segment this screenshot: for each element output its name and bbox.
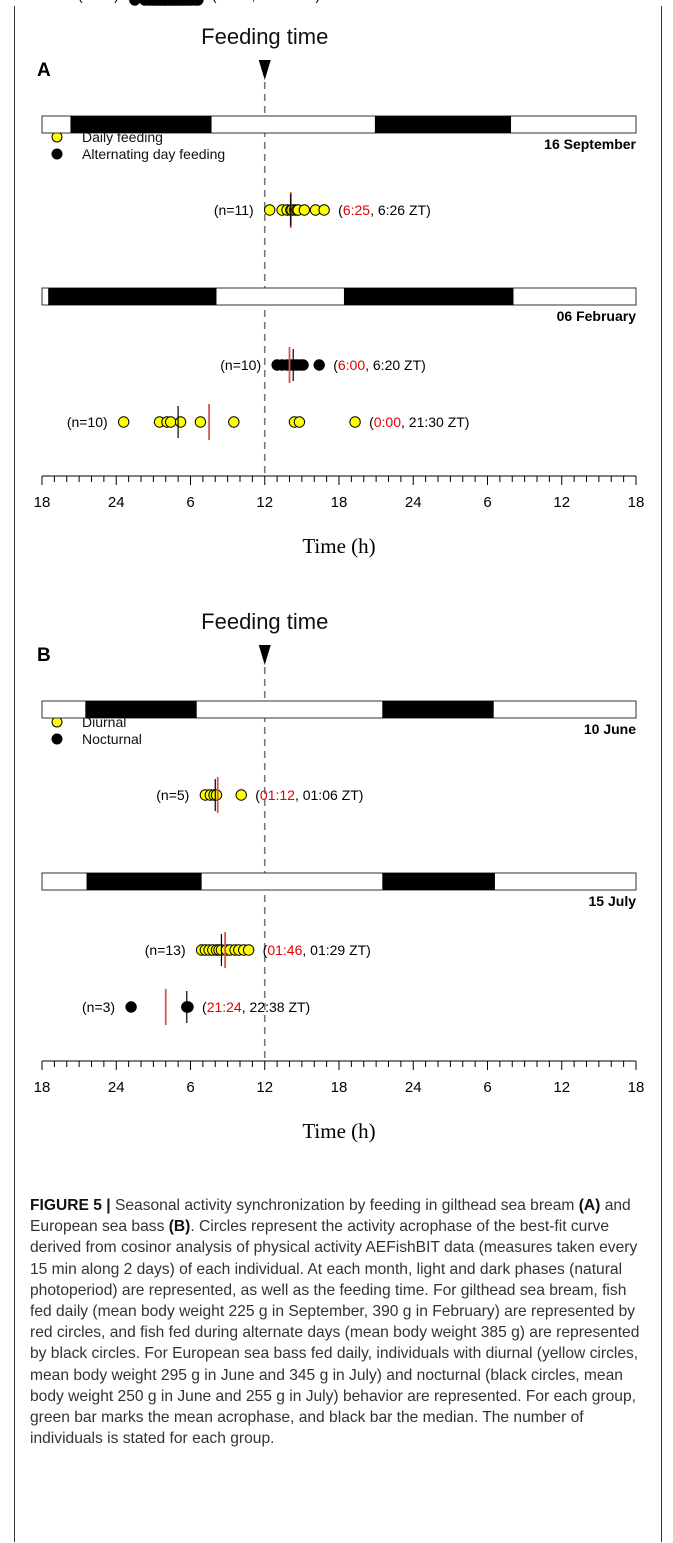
dark-phase	[85, 701, 197, 718]
acrophase-text: (0:00, 21:30 ZT)	[369, 414, 469, 430]
figure-frame	[14, 6, 662, 1542]
acrophase-point	[235, 789, 247, 801]
legend-label: Alternating day feeding	[82, 146, 225, 162]
x-tick-label: 6	[186, 494, 194, 511]
acrophase-text: (21:24, 22:38 ZT)	[202, 999, 310, 1015]
x-tick-label: 18	[628, 494, 645, 511]
acrophase-point	[117, 416, 130, 428]
x-tick-label: 24	[405, 1079, 422, 1096]
x-tick-label: 18	[628, 1079, 645, 1096]
dark-phase	[374, 116, 512, 133]
x-tick-label: 18	[34, 1079, 51, 1096]
caption-text-1: Seasonal activity synchronization by fee…	[110, 1197, 579, 1214]
caption-text-3: . Circles represent the activity acropha…	[30, 1218, 640, 1448]
x-tick-label: 6	[483, 494, 491, 511]
x-axis-label: Time (h)	[302, 1119, 375, 1143]
acrophase-point	[297, 359, 309, 371]
dark-phase	[86, 873, 202, 890]
acrophase-point	[242, 944, 255, 956]
panel-letter: A	[37, 60, 51, 81]
group-n-label: (n=5)	[156, 787, 189, 803]
acrophase-point	[182, 1001, 194, 1013]
caption-lead: FIGURE 5 |	[30, 1197, 111, 1214]
legend-marker	[51, 733, 63, 745]
acrophase-point	[264, 204, 276, 216]
caption-text-2: and European sea bass	[30, 1197, 631, 1236]
feeding-time-arrow-icon	[258, 60, 271, 80]
acrophase-point	[129, 0, 141, 6]
acrophase-point	[228, 416, 240, 428]
dark-phase	[48, 288, 217, 305]
group-n-label: (n=26)	[78, 0, 119, 3]
feeding-time-arrow-icon	[258, 645, 271, 665]
legend-marker	[51, 148, 63, 160]
acrophase-text: (01:12, 01:06 ZT)	[255, 787, 363, 803]
acrophase-point	[125, 1001, 137, 1013]
x-tick-label: 24	[405, 494, 422, 511]
group-n-label: (n=13)	[145, 942, 186, 958]
acrophase-text: (6:00, 6:20 ZT)	[333, 357, 426, 373]
group-n-label: (n=10)	[220, 357, 261, 373]
acrophase-text: (01:46, 01:29 ZT)	[263, 942, 371, 958]
x-tick-label: 12	[553, 1079, 570, 1096]
dark-phase	[70, 116, 212, 133]
x-tick-label: 6	[483, 1079, 491, 1096]
x-tick-label: 12	[256, 1079, 273, 1096]
x-tick-label: 6	[186, 1079, 194, 1096]
group-n-label: (n=11)	[214, 202, 254, 218]
caption-panel-b: (B)	[168, 1218, 191, 1236]
figure-caption: FIGURE 5 | Seasonal activity synchroniza…	[30, 1195, 645, 1449]
acrophase-point	[165, 416, 177, 428]
x-tick-label: 18	[34, 494, 51, 511]
acrophase-text: (22:31, 22:33 ZT)	[212, 0, 320, 3]
feeding-time-label: Feeding time	[201, 24, 328, 49]
acrophase-point	[318, 204, 330, 216]
acrophase-point	[298, 204, 311, 216]
dark-phase	[382, 873, 495, 890]
acrophase-point	[192, 0, 204, 6]
x-tick-label: 24	[108, 494, 125, 511]
acrophase-text: (6:25, 6:26 ZT)	[338, 202, 431, 218]
x-tick-label: 18	[331, 494, 348, 511]
month-label: 15 July	[589, 893, 637, 909]
acrophase-point	[293, 416, 306, 428]
acrophase-point	[194, 416, 207, 428]
acrophase-point	[349, 416, 361, 428]
x-tick-label: 18	[331, 1079, 348, 1096]
panel-letter: B	[37, 645, 51, 666]
group-n-label: (n=10)	[67, 414, 108, 430]
x-tick-label: 24	[108, 1079, 125, 1096]
legend-label: Nocturnal	[82, 731, 142, 747]
caption-panel-a: (A)	[578, 1197, 601, 1214]
x-axis-label: Time (h)	[302, 534, 375, 558]
acrophase-point	[174, 416, 187, 428]
month-label: 10 June	[584, 721, 636, 737]
feeding-time-label: Feeding time	[201, 609, 328, 634]
month-label: 16 September	[544, 136, 636, 152]
dark-phase	[382, 701, 494, 718]
x-tick-label: 12	[256, 494, 273, 511]
acrophase-point	[313, 359, 325, 371]
month-label: 06 February	[557, 308, 637, 324]
group-n-label: (n=3)	[82, 999, 115, 1015]
dark-phase	[343, 288, 514, 305]
x-tick-label: 12	[553, 494, 570, 511]
acrophase-point	[210, 789, 223, 801]
